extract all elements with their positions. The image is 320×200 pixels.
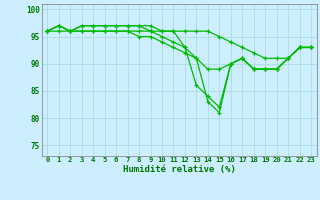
X-axis label: Humidité relative (%): Humidité relative (%) — [123, 165, 236, 174]
